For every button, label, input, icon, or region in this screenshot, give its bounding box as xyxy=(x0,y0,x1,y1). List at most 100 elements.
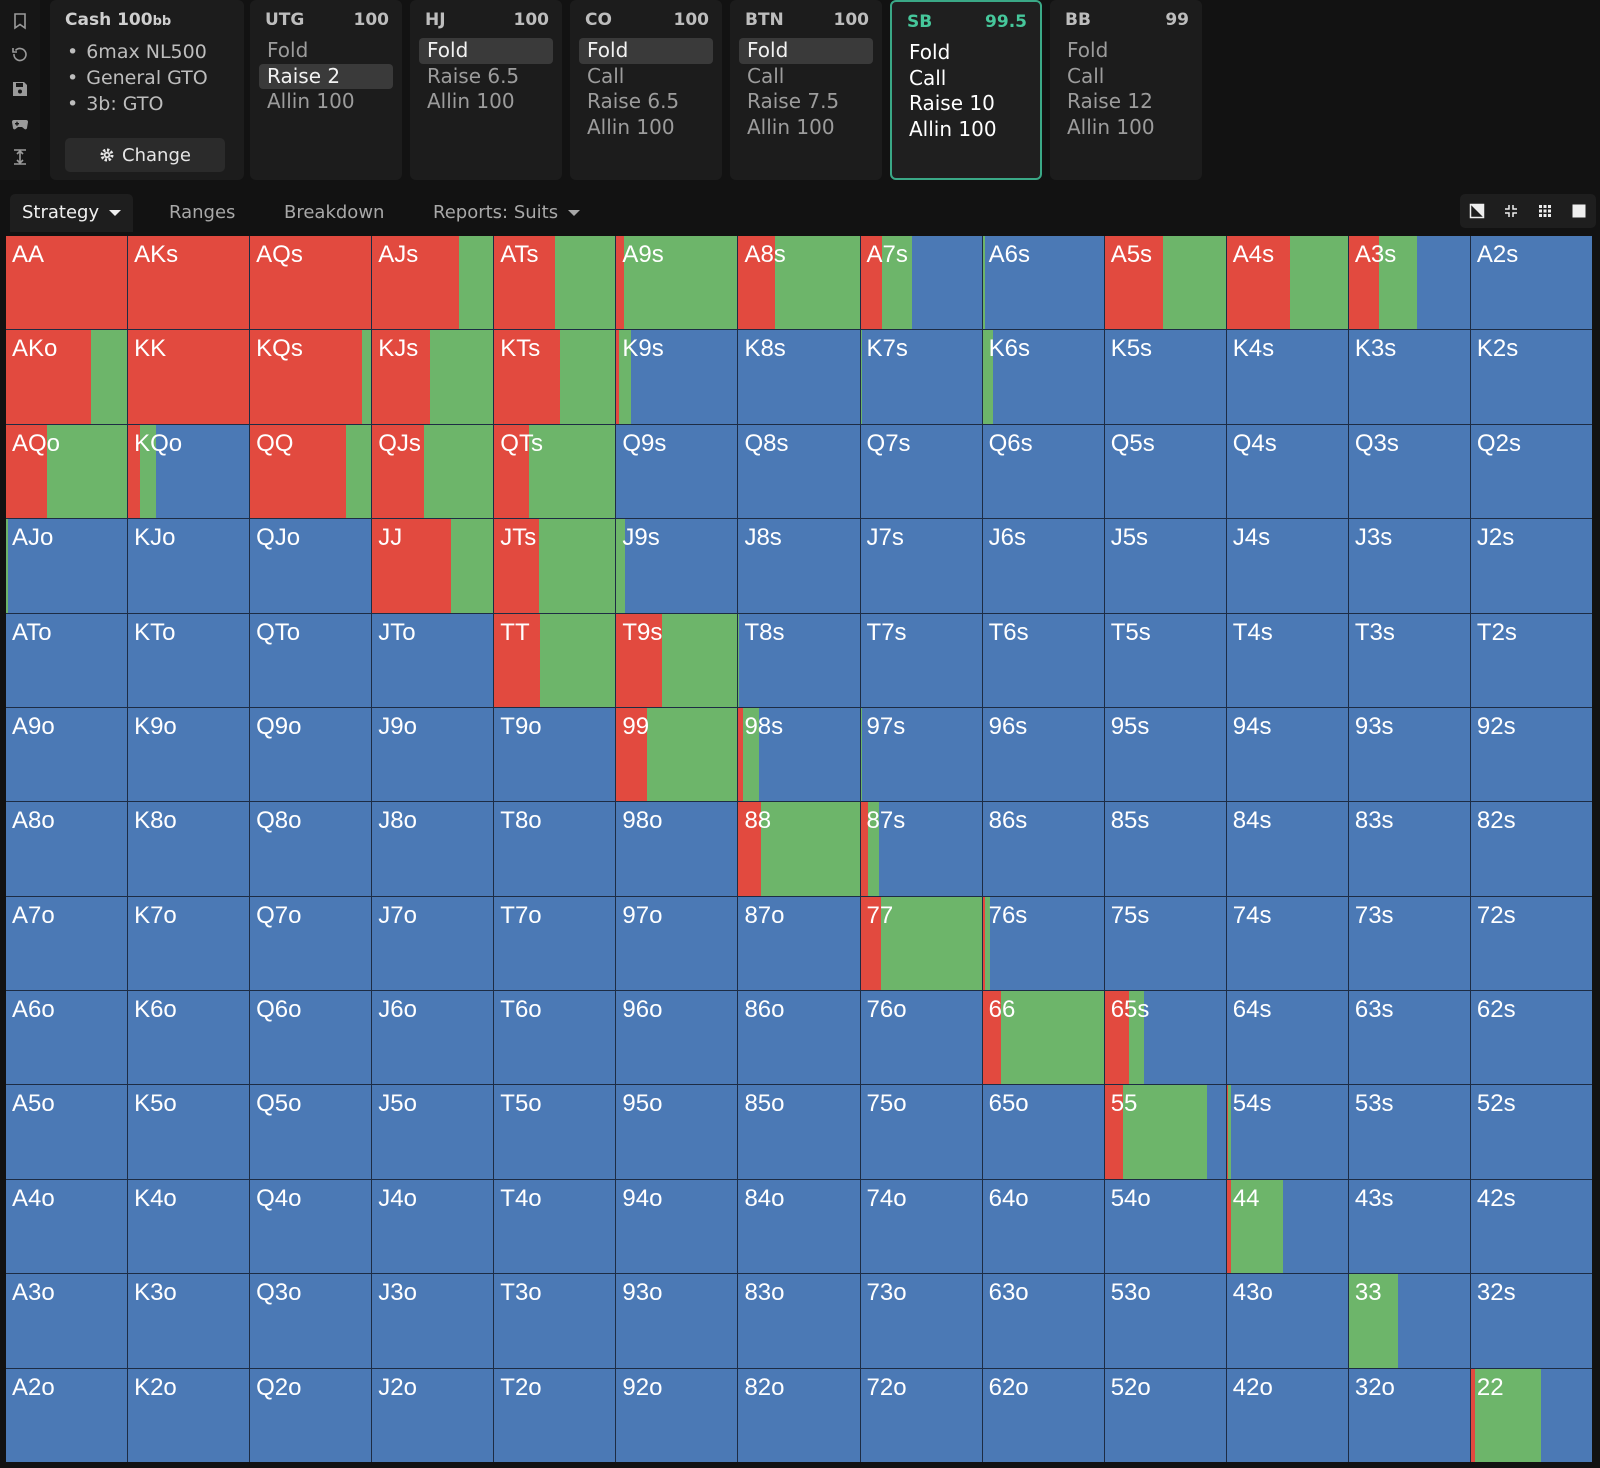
hand-cell[interactable]: 93s xyxy=(1348,707,1470,802)
hand-cell[interactable]: K6s xyxy=(982,330,1104,424)
hand-cell[interactable]: 63o xyxy=(982,1274,1104,1368)
action-option[interactable]: Fold xyxy=(739,38,873,64)
hand-cell[interactable]: A7s xyxy=(860,236,982,330)
hand-cell[interactable]: 82o xyxy=(738,1368,860,1462)
hand-cell[interactable]: KQs xyxy=(250,330,372,424)
hand-cell[interactable]: T7o xyxy=(494,896,616,991)
hand-cell[interactable]: 53s xyxy=(1348,1085,1470,1179)
hand-cell[interactable]: Q7o xyxy=(250,896,372,991)
position-card-btn[interactable]: BTN 100 Fold Call Raise 7.5 Allin 100 xyxy=(730,0,882,180)
hand-cell[interactable]: Q2s xyxy=(1470,424,1592,519)
action-option[interactable]: Fold xyxy=(579,38,713,64)
hand-cell[interactable]: 98o xyxy=(616,802,738,896)
hand-cell[interactable]: 95s xyxy=(1104,707,1226,802)
hand-cell[interactable]: K4o xyxy=(128,1179,250,1274)
hand-cell[interactable]: 65s xyxy=(1104,991,1226,1085)
hand-cell[interactable]: A9s xyxy=(616,236,738,330)
hand-cell[interactable]: AQo xyxy=(6,424,128,519)
action-option[interactable]: Raise 2 xyxy=(259,63,393,90)
action-option[interactable]: Allin 100 xyxy=(1067,114,1155,139)
action-option[interactable]: Raise 12 xyxy=(1067,89,1153,114)
hand-cell[interactable]: 92s xyxy=(1470,707,1592,802)
hand-cell[interactable]: T7s xyxy=(860,613,982,707)
hand-cell[interactable]: KQo xyxy=(128,424,250,519)
hand-cell[interactable]: J2o xyxy=(372,1368,494,1462)
hand-cell[interactable]: T6o xyxy=(494,991,616,1085)
hand-cell[interactable]: AQs xyxy=(250,236,372,330)
history-icon[interactable] xyxy=(9,43,31,65)
hand-cell[interactable]: 97s xyxy=(860,707,982,802)
hand-cell[interactable]: 22 xyxy=(1470,1368,1592,1462)
hand-cell[interactable]: A4o xyxy=(6,1179,128,1274)
hand-cell[interactable]: K2s xyxy=(1470,330,1592,424)
hand-cell[interactable]: 93o xyxy=(616,1274,738,1368)
hand-cell[interactable]: K2o xyxy=(128,1368,250,1462)
hand-cell[interactable]: 82s xyxy=(1470,802,1592,896)
action-option[interactable]: Allin 100 xyxy=(909,116,997,141)
hand-cell[interactable]: Q9o xyxy=(250,707,372,802)
hand-cell[interactable]: 76s xyxy=(982,896,1104,991)
action-option[interactable]: Call xyxy=(587,63,625,88)
contrast-view-icon[interactable] xyxy=(1460,194,1494,228)
depth-icon[interactable] xyxy=(9,146,31,168)
hand-cell[interactable]: T9s xyxy=(616,613,738,707)
hand-cell[interactable]: Q5s xyxy=(1104,424,1226,519)
hand-cell[interactable]: 76o xyxy=(860,991,982,1085)
hand-cell[interactable]: 42s xyxy=(1470,1179,1592,1274)
hand-cell[interactable]: 83s xyxy=(1348,802,1470,896)
bookmark-icon[interactable] xyxy=(9,10,31,32)
hand-cell[interactable]: J5o xyxy=(372,1085,494,1179)
hand-cell[interactable]: K8s xyxy=(738,330,860,424)
hand-cell[interactable]: 44 xyxy=(1226,1179,1348,1274)
hand-cell[interactable]: JTs xyxy=(494,519,616,613)
hand-cell[interactable]: 62o xyxy=(982,1368,1104,1462)
hand-cell[interactable]: AJs xyxy=(372,236,494,330)
hand-cell[interactable]: 96s xyxy=(982,707,1104,802)
action-option[interactable]: Fold xyxy=(267,38,309,62)
hand-cell[interactable]: A7o xyxy=(6,896,128,991)
hand-cell[interactable]: 92o xyxy=(616,1368,738,1462)
hand-cell[interactable]: T2s xyxy=(1470,613,1592,707)
hand-cell[interactable]: T3s xyxy=(1348,613,1470,707)
hand-cell[interactable]: 84o xyxy=(738,1179,860,1274)
hand-cell[interactable]: Q3o xyxy=(250,1274,372,1368)
hand-cell[interactable]: J5s xyxy=(1104,519,1226,613)
hand-cell[interactable]: A3s xyxy=(1348,236,1470,330)
hand-cell[interactable]: 64s xyxy=(1226,991,1348,1085)
action-option[interactable]: Raise 10 xyxy=(909,91,995,116)
hand-cell[interactable]: QJo xyxy=(250,519,372,613)
hand-cell[interactable]: 72o xyxy=(860,1368,982,1462)
hand-cell[interactable]: Q3s xyxy=(1348,424,1470,519)
hand-cell[interactable]: T2o xyxy=(494,1368,616,1462)
hand-cell[interactable]: T6s xyxy=(982,613,1104,707)
hand-cell[interactable]: K5o xyxy=(128,1085,250,1179)
hand-cell[interactable]: A8s xyxy=(738,236,860,330)
hand-cell[interactable]: 86s xyxy=(982,802,1104,896)
hand-cell[interactable]: AJo xyxy=(6,519,128,613)
hand-cell[interactable]: K9o xyxy=(128,707,250,802)
tab-strategy[interactable]: Strategy xyxy=(10,194,134,232)
action-option[interactable]: Allin 100 xyxy=(427,89,515,114)
hand-cell[interactable]: 64o xyxy=(982,1179,1104,1274)
hand-cell[interactable]: 63s xyxy=(1348,991,1470,1085)
hand-cell[interactable]: T4o xyxy=(494,1179,616,1274)
hand-cell[interactable]: A4s xyxy=(1226,236,1348,330)
hand-cell[interactable]: Q8o xyxy=(250,802,372,896)
hand-cell[interactable]: 86o xyxy=(738,991,860,1085)
hand-cell[interactable]: Q2o xyxy=(250,1368,372,1462)
hand-cell[interactable]: T9o xyxy=(494,707,616,802)
hand-cell[interactable]: 62s xyxy=(1470,991,1592,1085)
hand-cell[interactable]: 75s xyxy=(1104,896,1226,991)
full-view-icon[interactable] xyxy=(1562,194,1596,228)
hand-cell[interactable]: K3s xyxy=(1348,330,1470,424)
hand-cell[interactable]: Q5o xyxy=(250,1085,372,1179)
hand-cell[interactable]: 54s xyxy=(1226,1085,1348,1179)
hand-cell[interactable]: J4s xyxy=(1226,519,1348,613)
hand-cell[interactable]: K4s xyxy=(1226,330,1348,424)
hand-cell[interactable]: A2o xyxy=(6,1368,128,1462)
hand-cell[interactable]: 88 xyxy=(738,802,860,896)
hand-cell[interactable]: 99 xyxy=(616,707,738,802)
hand-cell[interactable]: T5o xyxy=(494,1085,616,1179)
hand-cell[interactable]: 94s xyxy=(1226,707,1348,802)
hand-cell[interactable]: 32s xyxy=(1470,1274,1592,1368)
